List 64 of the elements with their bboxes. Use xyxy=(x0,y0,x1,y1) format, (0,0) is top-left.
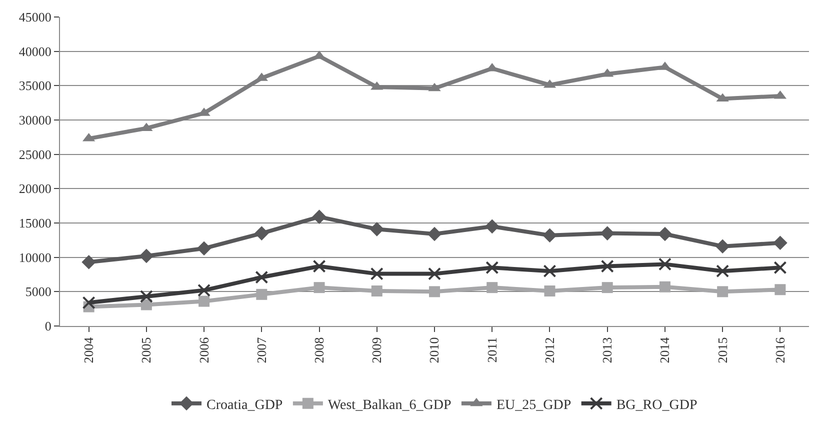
point xyxy=(544,285,556,296)
point xyxy=(486,282,498,294)
point xyxy=(256,288,268,300)
point xyxy=(774,261,787,274)
y-tick-label: 45000 xyxy=(18,10,52,25)
point xyxy=(716,264,730,278)
point xyxy=(600,226,614,240)
point xyxy=(312,260,326,273)
x-tick-label: 2015 xyxy=(714,337,730,364)
x-tick-label: 2013 xyxy=(600,337,615,364)
point xyxy=(314,282,325,294)
y-tick-label: 15000 xyxy=(18,216,52,231)
point xyxy=(370,267,384,280)
point xyxy=(600,260,614,273)
point xyxy=(542,228,557,243)
x-tick-label: 2007 xyxy=(254,336,269,364)
point xyxy=(82,254,96,270)
y-tick-label: 20000 xyxy=(18,181,52,196)
point xyxy=(429,286,440,298)
point xyxy=(254,226,269,240)
y-tick-label: 40000 xyxy=(18,44,52,59)
point xyxy=(198,284,211,297)
x-tick-label: 2008 xyxy=(311,337,326,364)
point xyxy=(658,258,672,271)
legend-label: EU_25_GDP xyxy=(496,398,572,413)
point xyxy=(312,210,326,224)
point xyxy=(370,222,384,236)
x-tick-label: 2016 xyxy=(772,336,788,364)
point xyxy=(196,241,212,256)
y-tick-label: 25000 xyxy=(18,146,52,162)
point xyxy=(140,290,153,303)
point xyxy=(773,236,788,250)
y-tick-label: 5000 xyxy=(25,284,52,300)
y-tick-label: 35000 xyxy=(18,78,52,94)
y-tick-label: 30000 xyxy=(18,112,52,128)
point xyxy=(658,226,672,242)
point xyxy=(82,296,96,310)
y-tick-label: 10000 xyxy=(18,250,52,265)
x-tick-label: 2004 xyxy=(81,336,96,364)
x-tick-label: 2011 xyxy=(484,337,500,363)
point xyxy=(717,286,728,298)
point xyxy=(774,284,786,296)
point xyxy=(715,239,730,254)
point xyxy=(255,270,268,284)
point xyxy=(198,296,210,307)
x-tick-label: 2012 xyxy=(542,337,557,364)
y-tick-label: 0 xyxy=(44,318,52,334)
point xyxy=(427,226,442,242)
x-tick-label: 2009 xyxy=(369,337,384,364)
point xyxy=(484,219,500,234)
point xyxy=(602,282,613,294)
point xyxy=(659,281,670,292)
x-tick-label: 2005 xyxy=(138,337,154,364)
point xyxy=(139,248,154,264)
legend-label: BG_RO_GDP xyxy=(616,398,698,413)
legend-label: Croatia_GDP xyxy=(206,398,283,413)
legend-label: West_Balkan_6_GDP xyxy=(328,398,452,413)
x-tick-label: 2010 xyxy=(426,337,442,364)
x-tick-label: 2014 xyxy=(657,336,672,364)
point xyxy=(486,261,499,274)
point xyxy=(371,285,382,296)
point xyxy=(543,264,556,278)
point xyxy=(428,267,441,280)
x-tick-label: 2006 xyxy=(196,336,212,364)
